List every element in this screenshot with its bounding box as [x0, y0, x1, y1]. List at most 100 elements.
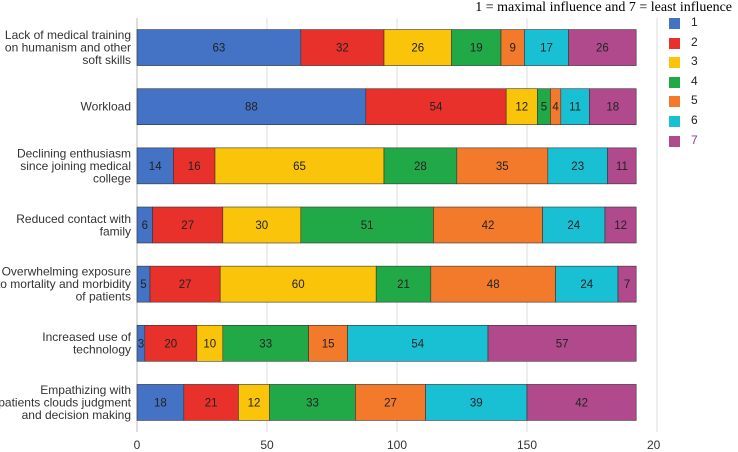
- bar-segment: [589, 88, 637, 126]
- bar-segment: [568, 29, 637, 66]
- data-label: 48: [487, 279, 500, 291]
- y-category-label: Overwhelming exposure to mortality and mo…: [0, 265, 131, 304]
- y-category-label: Increased use of technology: [42, 330, 131, 357]
- bar-segment: [144, 324, 198, 362]
- y-category-label: Workload: [81, 100, 131, 114]
- data-label: 4: [552, 102, 559, 114]
- data-label: 27: [384, 397, 397, 409]
- data-label: 39: [470, 397, 483, 409]
- data-label: 42: [575, 397, 588, 409]
- bar-segment: [347, 324, 489, 362]
- data-label: 10: [203, 338, 216, 350]
- bar-segment: [547, 147, 608, 185]
- data-label: 11: [569, 102, 581, 114]
- bar-segment: [487, 324, 637, 362]
- data-label: 21: [205, 397, 218, 409]
- data-label: 6: [142, 220, 148, 232]
- bar-segment: [136, 147, 174, 185]
- legend-item: 1: [669, 14, 735, 34]
- data-label: 30: [255, 220, 268, 232]
- data-label: 12: [515, 102, 528, 114]
- data-label: 28: [414, 161, 427, 173]
- data-label: 23: [571, 161, 584, 173]
- y-category-label: Reduced contact with family: [16, 212, 131, 239]
- data-label: 54: [411, 338, 424, 350]
- data-label: 14: [149, 161, 162, 173]
- data-label: 24: [567, 220, 580, 232]
- legend-item: 7: [669, 132, 735, 152]
- legend-swatch: [669, 37, 680, 49]
- data-label: 60: [292, 279, 305, 291]
- data-label: 15: [322, 338, 335, 350]
- legend-swatch: [669, 76, 680, 88]
- legend-item: 6: [669, 112, 735, 132]
- x-tick-label: 100: [387, 438, 407, 452]
- data-label: 7: [624, 279, 630, 291]
- data-label: 20: [164, 338, 177, 350]
- data-label: 42: [482, 220, 495, 232]
- bar-segment: [269, 384, 356, 421]
- data-label: 35: [496, 161, 509, 173]
- data-label: 32: [336, 43, 349, 55]
- legend-item: 3: [669, 53, 735, 73]
- bar-segment: [214, 147, 385, 185]
- bar-segment: [607, 147, 637, 185]
- data-label: 33: [259, 338, 272, 350]
- bar-segment: [152, 206, 224, 244]
- data-label: 19: [470, 43, 483, 55]
- x-tick-label: 0: [134, 438, 141, 452]
- data-label: 27: [181, 220, 194, 232]
- bar-segment: [183, 384, 239, 421]
- legend-label: 6: [691, 112, 698, 127]
- data-label: 27: [179, 279, 192, 291]
- y-category-label: Empathizing with patients clouds judgment…: [0, 383, 132, 422]
- legend-swatch: [669, 115, 680, 127]
- x-tick-label: 200: [647, 438, 660, 452]
- legend-swatch: [669, 135, 680, 147]
- data-label: 21: [397, 279, 410, 291]
- bar-segment: [149, 265, 221, 303]
- chart-subtitle: 1 = maximal influence and 7 = least infl…: [475, 0, 732, 15]
- bar-segment: [425, 384, 528, 421]
- data-label: 12: [614, 220, 627, 232]
- data-label: 9: [509, 43, 515, 55]
- data-label: 65: [293, 161, 306, 173]
- bar-segment: [375, 265, 432, 303]
- bar-segment: [222, 324, 309, 362]
- legend-swatch: [669, 18, 680, 29]
- legend-swatch: [669, 96, 680, 108]
- data-label: 5: [140, 279, 146, 291]
- data-label: 24: [580, 279, 593, 291]
- bar-segment: [560, 88, 590, 126]
- bar-segment: [136, 88, 367, 126]
- data-label: 3: [138, 338, 144, 350]
- bar-segment: [300, 206, 434, 244]
- legend-swatch: [669, 57, 680, 69]
- data-label: 51: [361, 220, 374, 232]
- legend-label: 7: [691, 132, 698, 147]
- data-label: 5: [541, 102, 547, 114]
- legend-label: 1: [691, 15, 698, 29]
- data-label: 88: [245, 102, 258, 114]
- x-tick-label: 150: [517, 438, 537, 452]
- data-label: 26: [411, 43, 424, 55]
- legend-label: 4: [691, 73, 698, 88]
- data-label: 17: [540, 43, 553, 55]
- data-label: 57: [556, 338, 569, 350]
- bar-segment: [383, 29, 452, 66]
- data-label: 18: [606, 102, 619, 114]
- bar-segment: [173, 147, 216, 185]
- chart-legend: 1 2 3 4 5 6 7: [669, 14, 735, 151]
- data-label: 18: [154, 397, 167, 409]
- bar-segment: [308, 324, 348, 362]
- y-category-label: Declining enthusiasm since joining medica…: [17, 146, 131, 185]
- legend-item: 2: [669, 34, 735, 54]
- data-label: 16: [188, 161, 201, 173]
- bar-segment: [300, 29, 385, 66]
- data-label: 26: [596, 43, 609, 55]
- bar-segment: [617, 265, 637, 303]
- bar-segment: [219, 265, 377, 303]
- legend-item: 4: [669, 73, 735, 93]
- bar-segment: [526, 384, 637, 421]
- legend-label: 3: [691, 54, 698, 69]
